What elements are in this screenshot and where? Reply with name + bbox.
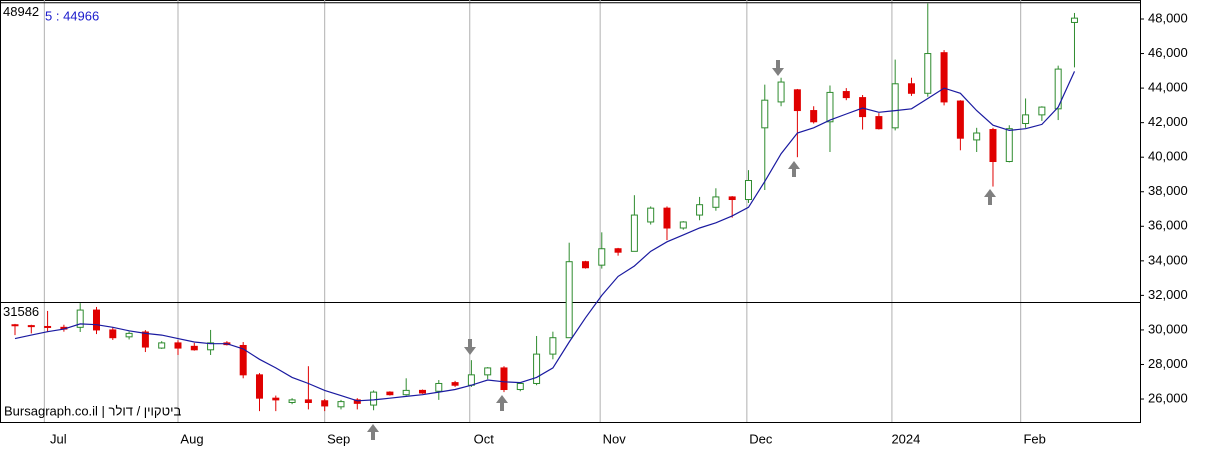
- candle-body: [630, 214, 638, 252]
- candle-body: [321, 400, 329, 407]
- x-tick-label: Feb: [1023, 431, 1045, 446]
- candle-body: [907, 83, 915, 94]
- y-tick-label: 36,000: [1148, 218, 1188, 233]
- watermark: Bursagraph.co.il | ביטקוין / דולר: [4, 403, 181, 418]
- buy-arrow: [788, 161, 800, 177]
- candle-body: [141, 331, 149, 348]
- sell-arrow: [772, 60, 784, 76]
- candle-body: [239, 344, 247, 376]
- candle-body: [370, 391, 378, 406]
- candle-body: [875, 116, 883, 130]
- candle-body: [402, 389, 410, 396]
- candle-body: [288, 399, 296, 403]
- candle-body: [533, 353, 541, 384]
- candle-body: [826, 91, 834, 123]
- candle-body: [174, 342, 182, 349]
- y-tick-label: 26,000: [1148, 390, 1188, 405]
- candle-body: [598, 248, 606, 266]
- candle-body: [484, 367, 492, 376]
- candle-body: [989, 129, 997, 163]
- candle-body: [842, 91, 850, 99]
- candle-body: [92, 309, 100, 331]
- candle-body: [956, 100, 964, 139]
- candle-body: [1005, 128, 1013, 163]
- candle-body: [500, 367, 508, 391]
- candle-body: [663, 207, 671, 229]
- candle-body: [207, 342, 215, 351]
- x-tick-label: 2024: [891, 431, 920, 446]
- signal-arrows: [367, 60, 996, 440]
- candle-body: [125, 332, 133, 338]
- legend-label: 5 : 44966: [45, 8, 99, 23]
- candle-body: [728, 196, 736, 201]
- candle-body: [581, 261, 589, 269]
- candle-body: [451, 382, 459, 386]
- x-tick-label: Dec: [749, 431, 773, 446]
- candle-body: [1054, 68, 1062, 110]
- candle-body: [418, 389, 426, 394]
- y-tick-label: 32,000: [1148, 287, 1188, 302]
- moving-average: [14, 71, 1076, 402]
- candle-body: [11, 324, 19, 327]
- candle-body: [158, 342, 166, 349]
- x-tick-label: Oct: [474, 431, 495, 446]
- y-tick-label: 42,000: [1148, 114, 1188, 129]
- candle-body: [859, 97, 867, 118]
- y-tick-label: 28,000: [1148, 356, 1188, 371]
- buy-arrow: [984, 189, 996, 205]
- candle-body: [696, 204, 704, 216]
- x-tick-label: Aug: [180, 431, 203, 446]
- candle-body: [353, 399, 361, 404]
- candle-body: [924, 53, 932, 94]
- y-tick-label: 48,000: [1148, 10, 1188, 25]
- y-tick-label: 30,000: [1148, 321, 1188, 336]
- candle-body: [777, 81, 785, 103]
- plot-frame: [0, 0, 1141, 423]
- x-tick-label: Nov: [603, 431, 627, 446]
- candle-body: [1070, 17, 1078, 23]
- candle-body: [940, 52, 948, 103]
- candle-body: [27, 325, 35, 328]
- candle-body: [255, 374, 263, 399]
- candle-body: [386, 391, 394, 396]
- y-tick-label: 46,000: [1148, 45, 1188, 60]
- candle-body: [304, 399, 312, 403]
- y-tick-label: 34,000: [1148, 252, 1188, 267]
- buy-arrow: [367, 424, 379, 440]
- candle-body: [435, 382, 443, 392]
- candle-body: [647, 207, 655, 223]
- candle-body: [614, 248, 622, 253]
- candle-body: [761, 99, 769, 129]
- candle-body: [1038, 106, 1046, 116]
- candle-body: [337, 401, 345, 408]
- candle-body: [810, 110, 818, 123]
- candle-body: [891, 83, 899, 129]
- buy-arrow: [496, 395, 508, 411]
- candle-body: [44, 325, 52, 328]
- candle-body: [549, 337, 557, 355]
- candle-body: [712, 196, 720, 208]
- candle-body: [744, 180, 752, 201]
- reference-label: 31586: [3, 304, 39, 319]
- candle-body: [973, 132, 981, 141]
- y-tick-label: 40,000: [1148, 149, 1188, 164]
- x-tick-label: Sep: [327, 431, 350, 446]
- y-tick-label: 38,000: [1148, 183, 1188, 198]
- candle-body: [793, 89, 801, 112]
- candle-body: [1022, 114, 1030, 125]
- candle-body: [516, 382, 524, 391]
- sell-arrow: [464, 339, 476, 355]
- x-tick-label: Jul: [50, 431, 67, 446]
- candle-body: [109, 329, 117, 339]
- reference-label: 48942: [3, 4, 39, 19]
- candle-body: [467, 374, 475, 386]
- candle-body: [190, 345, 198, 351]
- candle-body: [76, 309, 84, 328]
- y-tick-label: 44,000: [1148, 80, 1188, 95]
- candle-body: [679, 221, 687, 229]
- candle-body: [565, 261, 573, 339]
- candle-body: [272, 397, 280, 401]
